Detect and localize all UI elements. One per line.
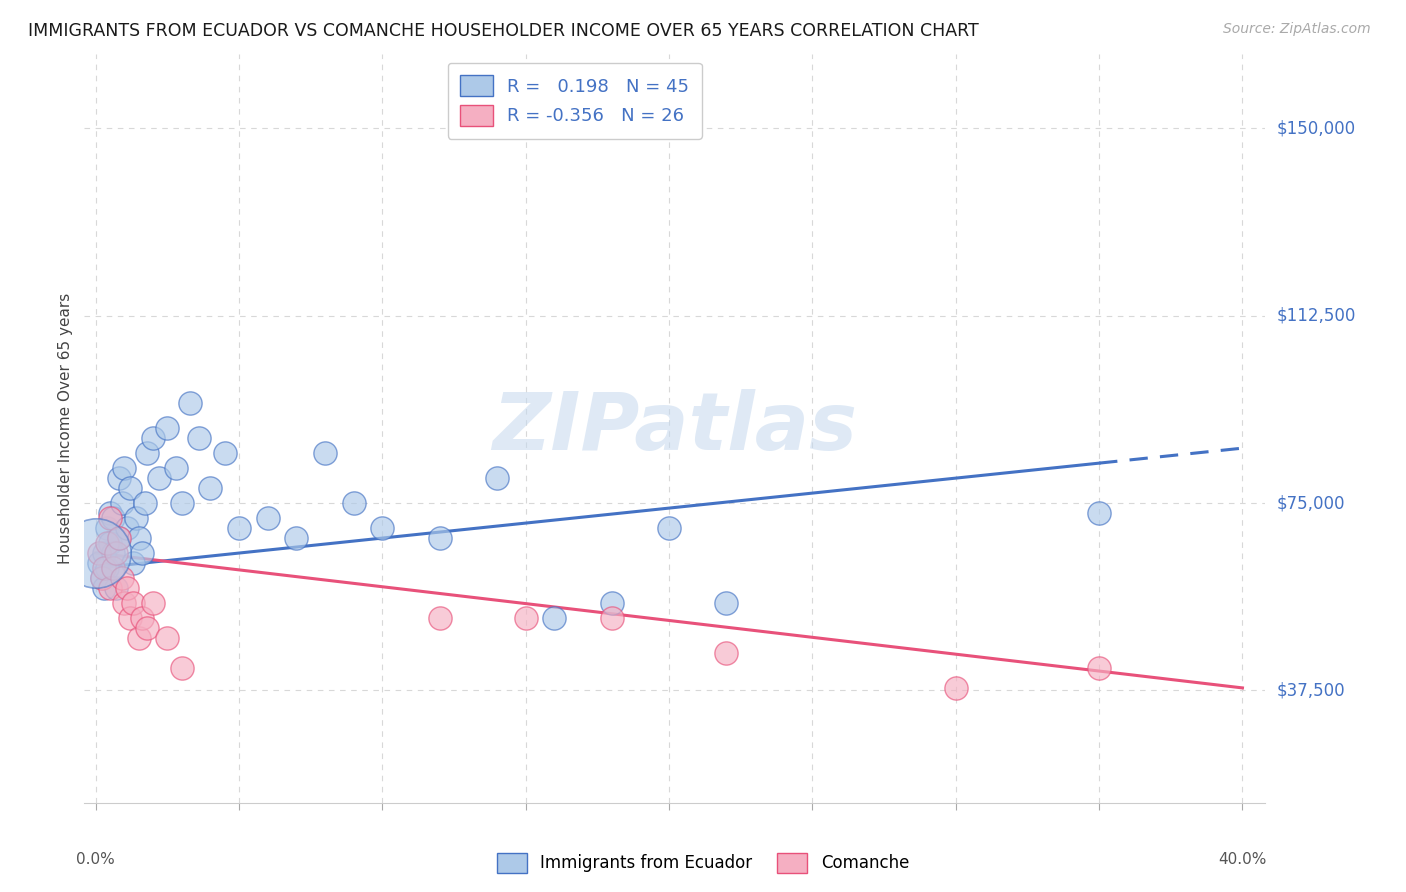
Text: Source: ZipAtlas.com: Source: ZipAtlas.com [1223, 22, 1371, 37]
Point [111, 571, 134, 585]
Point [128, 631, 150, 645]
Point [96, 561, 118, 575]
Point [716, 646, 738, 660]
Legend: Immigrants from Ecuador, Comanche: Immigrants from Ecuador, Comanche [491, 847, 915, 880]
Text: ZIPatlas: ZIPatlas [492, 389, 858, 467]
Point [200, 481, 222, 495]
Point [98, 506, 121, 520]
Point [101, 511, 124, 525]
Point [343, 496, 366, 510]
Text: $75,000: $75,000 [1277, 494, 1346, 512]
Text: $150,000: $150,000 [1277, 120, 1355, 137]
Point [136, 621, 159, 635]
Point [256, 511, 278, 525]
Y-axis label: Householder Income Over 65 years: Householder Income Over 65 years [58, 293, 73, 564]
Point [658, 521, 681, 535]
Point [93, 561, 115, 575]
Point [188, 431, 211, 445]
Text: 40.0%: 40.0% [1218, 852, 1267, 866]
Point [107, 531, 129, 545]
Text: 0.0%: 0.0% [76, 852, 115, 866]
Text: IMMIGRANTS FROM ECUADOR VS COMANCHE HOUSEHOLDER INCOME OVER 65 YEARS CORRELATION: IMMIGRANTS FROM ECUADOR VS COMANCHE HOUS… [28, 22, 979, 40]
Point [93, 546, 115, 560]
Point [170, 496, 193, 510]
Point [90, 571, 112, 585]
Point [716, 596, 738, 610]
Text: $112,500: $112,500 [1277, 307, 1355, 325]
Point [148, 471, 170, 485]
Point [371, 521, 394, 535]
Point [98, 536, 121, 550]
Point [104, 581, 127, 595]
Point [945, 681, 967, 695]
Point [101, 561, 124, 575]
Point [285, 531, 308, 545]
Point [120, 481, 142, 495]
Point [96, 521, 118, 535]
Point [486, 471, 509, 485]
Point [1088, 506, 1111, 520]
Legend: R =   0.198   N = 45, R = -0.356   N = 26: R = 0.198 N = 45, R = -0.356 N = 26 [447, 62, 702, 138]
Point [214, 446, 236, 460]
Point [314, 446, 336, 460]
Point [131, 611, 153, 625]
Point [117, 581, 139, 595]
Point [114, 596, 136, 610]
Point [134, 496, 156, 510]
Point [87, 556, 110, 570]
Point [120, 611, 142, 625]
Point [111, 496, 134, 510]
Point [87, 546, 110, 560]
Point [107, 531, 129, 545]
Point [128, 531, 150, 545]
Point [101, 546, 124, 560]
Point [104, 546, 127, 560]
Point [98, 511, 121, 525]
Point [136, 446, 159, 460]
Point [179, 396, 201, 410]
Point [170, 661, 193, 675]
Point [600, 596, 623, 610]
Point [107, 471, 129, 485]
Point [228, 521, 250, 535]
Point [142, 596, 165, 610]
Point [96, 536, 118, 550]
Point [600, 611, 623, 625]
Point [515, 611, 537, 625]
Point [165, 461, 187, 475]
Point [543, 611, 565, 625]
Point [84, 546, 107, 560]
Point [122, 556, 145, 570]
Point [125, 511, 148, 525]
Point [429, 531, 451, 545]
Point [117, 521, 139, 535]
Point [142, 431, 165, 445]
Point [122, 596, 145, 610]
Point [156, 421, 179, 435]
Point [156, 631, 179, 645]
Point [93, 581, 115, 595]
Point [114, 461, 136, 475]
Text: $37,500: $37,500 [1277, 681, 1346, 699]
Point [131, 546, 153, 560]
Point [90, 571, 112, 585]
Point [1088, 661, 1111, 675]
Point [98, 581, 121, 595]
Point [429, 611, 451, 625]
